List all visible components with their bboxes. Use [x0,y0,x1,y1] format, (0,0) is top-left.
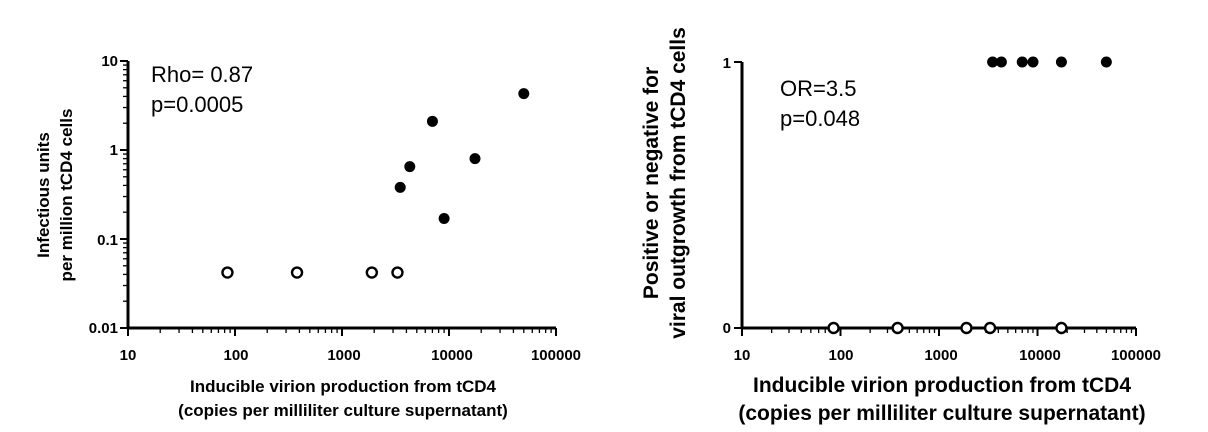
right-point-open [1055,321,1068,335]
left-x-axis-title-line2: (copies per milliliter culture supernata… [178,401,508,420]
left-point-open [365,266,379,279]
left-annotation-p: p=0.0005 [151,92,243,117]
left-y-axis-title-line1: Infectious units [34,132,53,258]
right-x-tick-label: 100000 [1111,347,1161,364]
left-point-filled [394,181,406,193]
left-x-axis-title-line1: Inducible virion production from tCD4 [190,377,497,396]
left-y-tick-label: 0.1 [97,232,118,249]
left-y-axis-title-line2: per million tCD4 cells [57,109,76,282]
right-point-filled [987,56,999,68]
left-data-points [221,88,530,279]
right-point-filled [1027,56,1039,68]
right-y-tick-label: 1 [723,55,731,72]
left-point-open [221,266,234,279]
right-y-axis-title-line1: Positive or negative for [640,67,663,299]
left-point-filled [518,88,530,100]
left-x-tick-label: 100000 [531,347,581,364]
chart-left: 10 100 1000 10000 100000 0.01 0.1 1 10 R… [34,53,581,420]
left-y-tick-label: 10 [101,53,118,70]
left-point-filled [404,161,416,173]
left-point-filled [469,153,481,165]
right-y-tick-label: 0 [723,320,731,337]
right-x-tick-label: 100 [828,347,853,364]
right-x-tick-label: 10 [734,347,751,364]
left-point-filled [438,212,450,224]
right-axes [734,61,1136,330]
chart-right: 10 100 1000 10000 100000 0 1 OR=3.5 p=0.… [640,27,1161,425]
left-y-minor-ticks [120,60,128,329]
left-x-tick-label: 10000 [431,347,473,364]
left-annotation-rho: Rho= 0.87 [151,62,253,87]
right-x-tick-label: 10000 [1019,347,1061,364]
right-point-open [891,321,904,335]
left-x-minor-ticks [127,328,557,336]
right-point-filled [1016,56,1028,68]
left-point-open [391,266,404,279]
left-point-filled [426,115,438,127]
right-point-filled [1100,56,1112,68]
left-x-tick-label: 100 [223,347,248,364]
left-y-tick-label: 1 [110,142,118,159]
left-y-tick-label: 0.01 [89,320,118,337]
right-point-open [983,321,997,335]
left-x-tick-label: 1000 [327,347,360,364]
right-point-filled [1055,56,1067,68]
right-y-axis-title-line2: viral outgrowth from tCD4 cells [667,27,690,339]
right-point-open [827,321,840,335]
left-point-open [290,266,304,279]
right-annotation-or: OR=3.5 [780,76,856,101]
right-point-open [960,321,973,335]
right-data-points [827,56,1112,335]
left-x-tick-label: 10 [120,347,137,364]
right-annotation-p: p=0.048 [780,106,860,131]
right-x-tick-label: 1000 [924,347,957,364]
right-x-axis-title-line2: (copies per milliliter culture supernata… [738,402,1145,425]
right-x-axis-title-line1: Inducible virion production from tCD4 [753,374,1131,397]
right-point-filled [995,56,1007,68]
